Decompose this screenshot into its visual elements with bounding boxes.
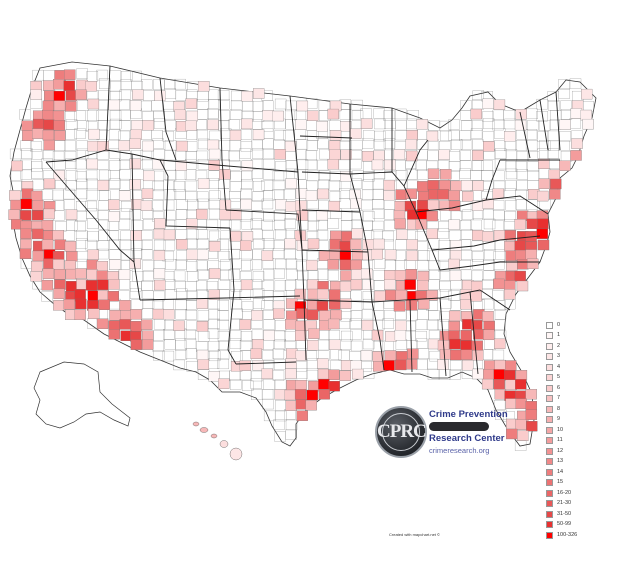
legend-swatch [546, 426, 553, 434]
legend-entry: 21-30 [546, 499, 586, 510]
legend-swatch [546, 405, 553, 413]
legend-entry: 100-326 [546, 530, 586, 541]
legend-label: 8 [557, 405, 561, 412]
legend-entry: 10 [546, 425, 586, 436]
legend-label: 7 [557, 395, 561, 401]
legend-entry: 50-99 [546, 520, 586, 531]
legend-swatch [546, 363, 553, 371]
legend-swatch [546, 500, 553, 508]
legend-entry: 13 [546, 457, 586, 468]
legend-swatch [546, 437, 553, 445]
legend-entry: 4 [546, 362, 586, 373]
legend-label: 50-99 [557, 521, 572, 527]
hawaii-islands [192, 421, 243, 461]
legend-entry: 2 [546, 341, 586, 352]
legend-swatch [546, 332, 553, 340]
legend-label: 0 [557, 321, 561, 328]
logo-url: crimeresearch.org [429, 446, 490, 455]
legend-swatch [546, 447, 553, 455]
legend-entry: 1 [546, 331, 586, 342]
map-legend: 0 1 2 3 4 5 6 7 8 9 10 11 12 13 14 15 16-20 21-30 31-50 50-… [546, 320, 586, 541]
legend-swatch [546, 416, 553, 424]
legend-entry: 0 [546, 320, 586, 331]
legend-swatch [546, 489, 553, 497]
legend-label: 13 [557, 458, 564, 464]
legend-swatch [546, 353, 553, 361]
legend-label: 1 [557, 332, 561, 338]
legend-label: 5 [557, 374, 561, 380]
legend-swatch [546, 384, 553, 392]
legend-swatch [546, 458, 553, 466]
legend-label: 100-326 [557, 531, 578, 538]
legend-swatch [546, 510, 553, 518]
cprc-seal: CPRC [375, 406, 427, 458]
legend-swatch [546, 342, 553, 350]
logo-title-line1: Crime Prevention [429, 409, 508, 420]
legend-entry: 6 [546, 383, 586, 394]
legend-label: 21-30 [557, 500, 572, 506]
logo-divider-bar [429, 422, 489, 431]
legend-label: 15 [557, 479, 564, 485]
cprc-seal-text: CPRC [377, 421, 427, 442]
county-shading [8, 69, 594, 441]
legend-entry: 14 [546, 467, 586, 478]
legend-swatch [546, 479, 553, 487]
state-borders [45, 65, 561, 377]
legend-label: 4 [557, 363, 561, 370]
cprc-logo: CPRC Crime Prevention Research Center cr… [375, 403, 508, 463]
mapchart-credit: Created with mapchart.net © [389, 532, 440, 537]
alaska-outline [33, 361, 131, 429]
legend-swatch [546, 521, 553, 529]
legend-entry: 15 [546, 478, 586, 489]
legend-swatch [546, 374, 553, 382]
legend-entry: 16-20 [546, 488, 586, 499]
legend-label: 12 [557, 447, 564, 454]
legend-swatch [546, 531, 553, 539]
legend-label: 9 [557, 416, 561, 422]
legend-label: 2 [557, 342, 561, 349]
legend-label: 3 [557, 353, 561, 359]
legend-entry: 3 [546, 352, 586, 363]
legend-swatch [546, 395, 553, 403]
legend-label: 16-20 [557, 489, 572, 496]
logo-title-line2: Research Center [429, 433, 505, 444]
legend-label: 31-50 [557, 510, 572, 517]
legend-entry: 12 [546, 446, 586, 457]
legend-swatch [546, 468, 553, 476]
legend-entry: 5 [546, 373, 586, 384]
legend-entry: 31-50 [546, 509, 586, 520]
legend-swatch [546, 321, 553, 329]
legend-label: 10 [557, 426, 564, 433]
legend-label: 11 [557, 437, 563, 443]
legend-entry: 8 [546, 404, 586, 415]
legend-label: 6 [557, 384, 561, 391]
legend-entry: 11 [546, 436, 586, 447]
legend-entry: 9 [546, 415, 586, 426]
legend-label: 14 [557, 468, 564, 475]
legend-entry: 7 [546, 394, 586, 405]
